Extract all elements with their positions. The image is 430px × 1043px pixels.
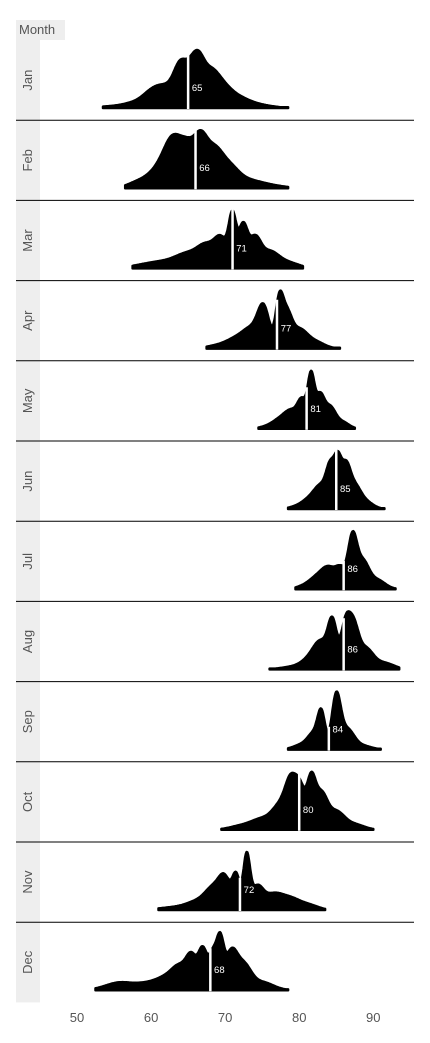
- ridge-oct: Oct 80: [16, 770, 414, 843]
- ridge-jul: Jul 86: [16, 529, 414, 602]
- median-label: 85: [340, 484, 351, 495]
- median-label: 66: [199, 163, 210, 174]
- median-label: 65: [192, 83, 203, 94]
- median-label: 71: [236, 243, 247, 254]
- ridge-apr: Apr 77: [16, 289, 414, 362]
- month-label: Nov: [20, 870, 35, 894]
- month-label: Mar: [20, 229, 35, 252]
- ridge-feb: Feb 66: [16, 128, 414, 201]
- month-label: Apr: [20, 310, 35, 331]
- x-tick-label: 50: [70, 1010, 84, 1025]
- median-label: 72: [244, 885, 255, 896]
- density-area: [268, 610, 401, 671]
- month-label: Oct: [20, 791, 35, 812]
- month-label: Dec: [20, 950, 35, 974]
- ridge-aug: Aug 86: [16, 610, 414, 683]
- density-area: [205, 289, 342, 350]
- month-label: May: [20, 388, 35, 413]
- month-label: Sep: [20, 710, 35, 733]
- ridge-may: May 81: [16, 369, 414, 442]
- density-area: [294, 529, 397, 591]
- median-label: 81: [310, 404, 321, 415]
- density-area: [286, 690, 382, 751]
- facet-header: Month: [16, 20, 65, 40]
- x-tick-label: 60: [144, 1010, 158, 1025]
- month-label: Jun: [20, 471, 35, 492]
- median-label: 77: [281, 324, 292, 335]
- ridge-sep: Sep 84: [16, 690, 414, 763]
- ridge-mar: Mar 71: [16, 206, 414, 282]
- ridge-dec: Dec 68: [20, 930, 290, 992]
- month-label: Jan: [20, 70, 35, 91]
- density-area: [157, 850, 327, 912]
- density-area: [94, 930, 290, 992]
- ridge-nov: Nov 72: [16, 850, 414, 923]
- month-label: Aug: [20, 630, 35, 653]
- median-label: 86: [347, 564, 358, 575]
- x-tick-label: 70: [218, 1010, 232, 1025]
- median-label: 86: [347, 644, 358, 655]
- x-tick-label: 90: [366, 1010, 380, 1025]
- density-area: [220, 770, 375, 832]
- median-label: 80: [303, 805, 314, 816]
- median-label: 84: [333, 725, 344, 736]
- density-area: [101, 48, 290, 110]
- median-label: 68: [214, 965, 225, 976]
- x-tick-label: 80: [292, 1010, 306, 1025]
- month-label: Jul: [20, 553, 35, 570]
- month-label: Feb: [20, 149, 35, 171]
- density-area: [123, 128, 290, 190]
- density-area: [131, 209, 305, 270]
- ridge-jan: Jan 65: [16, 48, 414, 121]
- ridge-jun: Jun 85: [16, 447, 414, 522]
